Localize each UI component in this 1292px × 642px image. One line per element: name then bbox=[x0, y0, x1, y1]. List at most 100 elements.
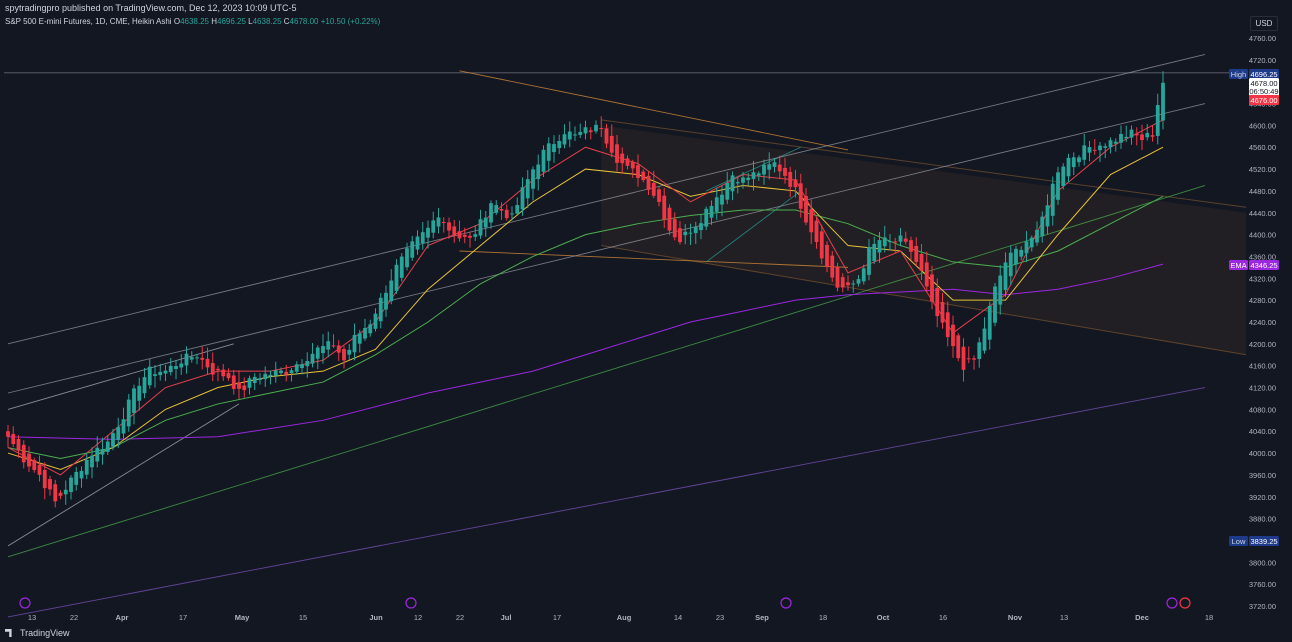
candle-body bbox=[1087, 147, 1092, 153]
candle-body bbox=[636, 165, 640, 179]
ema-value-tag: 4346.25 bbox=[1250, 261, 1277, 270]
candle-body bbox=[599, 128, 604, 130]
candle-body bbox=[342, 349, 346, 361]
candle-body bbox=[746, 177, 751, 181]
candle-body bbox=[310, 353, 315, 364]
candle-body bbox=[720, 194, 724, 205]
time-tick-label: 13 bbox=[1060, 613, 1068, 622]
currency-button[interactable]: USD bbox=[1250, 16, 1278, 31]
candle-body bbox=[53, 484, 58, 502]
candle-body bbox=[237, 382, 241, 389]
time-axis[interactable]: 13 22 Apr 17 May 15 Jun 12 22 Jul 17 Aug 14 23 Sep 18 Oc… bbox=[19, 597, 1213, 622]
candle-body bbox=[1134, 133, 1139, 136]
candle-body bbox=[116, 427, 121, 440]
candle-body bbox=[772, 162, 777, 167]
tradingview-logo[interactable]: TradingView bbox=[5, 628, 70, 638]
candle-body bbox=[1150, 135, 1155, 137]
candle-body bbox=[641, 171, 646, 181]
candle-body bbox=[672, 219, 677, 238]
candle-body bbox=[363, 328, 367, 339]
candle-body bbox=[630, 162, 635, 169]
candle-body bbox=[32, 460, 37, 471]
candle-body bbox=[877, 240, 882, 253]
low-tag-bg bbox=[1229, 536, 1248, 546]
candle-body bbox=[394, 264, 399, 291]
price-tick-label: 4560.00 bbox=[1249, 143, 1276, 152]
candle-body bbox=[1071, 157, 1076, 168]
candle-body bbox=[179, 363, 184, 368]
candle-body bbox=[457, 231, 462, 239]
candle-body bbox=[336, 345, 341, 353]
candle-body bbox=[447, 222, 451, 231]
candle-body bbox=[221, 369, 226, 377]
candle-body bbox=[856, 279, 861, 284]
candle-body bbox=[793, 179, 798, 188]
low-label: L bbox=[248, 17, 253, 26]
price-tick-label: 4600.00 bbox=[1249, 121, 1276, 130]
candle-body bbox=[300, 364, 304, 369]
candle-body bbox=[504, 209, 509, 219]
candle-body bbox=[279, 370, 283, 374]
publisher-text: spytradingpro published on TradingView.c… bbox=[5, 3, 297, 13]
candle-body bbox=[552, 144, 556, 153]
candle-body bbox=[373, 313, 378, 329]
candle-body bbox=[399, 256, 404, 278]
candle-body bbox=[872, 243, 877, 261]
price-tick-label: 4160.00 bbox=[1249, 362, 1276, 371]
high-tag: High bbox=[1231, 70, 1246, 79]
candle-body bbox=[583, 127, 588, 134]
candle-body bbox=[546, 143, 551, 161]
ema-value-tag-bg bbox=[1249, 260, 1279, 270]
candle-body bbox=[893, 241, 898, 243]
candle-body bbox=[1119, 133, 1123, 143]
high-tag-bg bbox=[1229, 69, 1248, 79]
candle-body bbox=[735, 182, 740, 184]
candle-body bbox=[688, 232, 693, 234]
price-tick-label: 4200.00 bbox=[1249, 340, 1276, 349]
last-price-tag-bg bbox=[1249, 78, 1279, 88]
candle-body bbox=[126, 399, 131, 427]
candle-body bbox=[63, 489, 68, 495]
candle-body bbox=[1092, 149, 1097, 151]
candle-body bbox=[987, 305, 992, 340]
candle-body bbox=[494, 205, 499, 213]
price-chart[interactable]: 4760.004720.004680.004640.004600.004560.… bbox=[0, 14, 1292, 624]
price-tick-label: 4000.00 bbox=[1249, 449, 1276, 458]
change-value: +10.50 (+0.22%) bbox=[320, 17, 381, 26]
candle-body bbox=[1082, 145, 1087, 160]
candle-body bbox=[184, 353, 189, 366]
candle-body bbox=[210, 363, 215, 375]
candle-body bbox=[58, 492, 63, 496]
candle-body bbox=[315, 347, 320, 359]
tradingview-logo-icon bbox=[5, 629, 12, 637]
candle-body bbox=[168, 365, 173, 373]
candle-body bbox=[1113, 141, 1118, 144]
candle-body bbox=[384, 292, 388, 310]
ema-line bbox=[7, 195, 1164, 460]
candle-body bbox=[777, 164, 782, 172]
time-tick-label: Aug bbox=[617, 613, 632, 622]
candle-body bbox=[919, 253, 924, 271]
candle-body bbox=[993, 286, 997, 323]
candle-body bbox=[90, 455, 94, 468]
ema-line bbox=[7, 146, 1164, 470]
candle-body bbox=[541, 149, 546, 172]
candle-body bbox=[809, 209, 814, 233]
candle-body bbox=[27, 453, 31, 467]
candle-body bbox=[79, 470, 84, 479]
channel-upper-line bbox=[601, 119, 1247, 208]
candle-body bbox=[830, 255, 835, 278]
price-tick-label: 4720.00 bbox=[1249, 56, 1276, 65]
price-tick-label: 4120.00 bbox=[1249, 384, 1276, 393]
candle-body bbox=[74, 472, 79, 485]
event-marker-icon bbox=[1166, 597, 1178, 609]
candle-body bbox=[153, 374, 157, 376]
candle-body bbox=[163, 370, 168, 374]
candle-body bbox=[1061, 166, 1066, 187]
candle-body bbox=[294, 364, 299, 372]
time-tick-label: Nov bbox=[1008, 613, 1023, 622]
candle-body bbox=[1140, 134, 1144, 141]
candle-body bbox=[273, 370, 278, 376]
bottom-bar bbox=[0, 624, 1292, 642]
